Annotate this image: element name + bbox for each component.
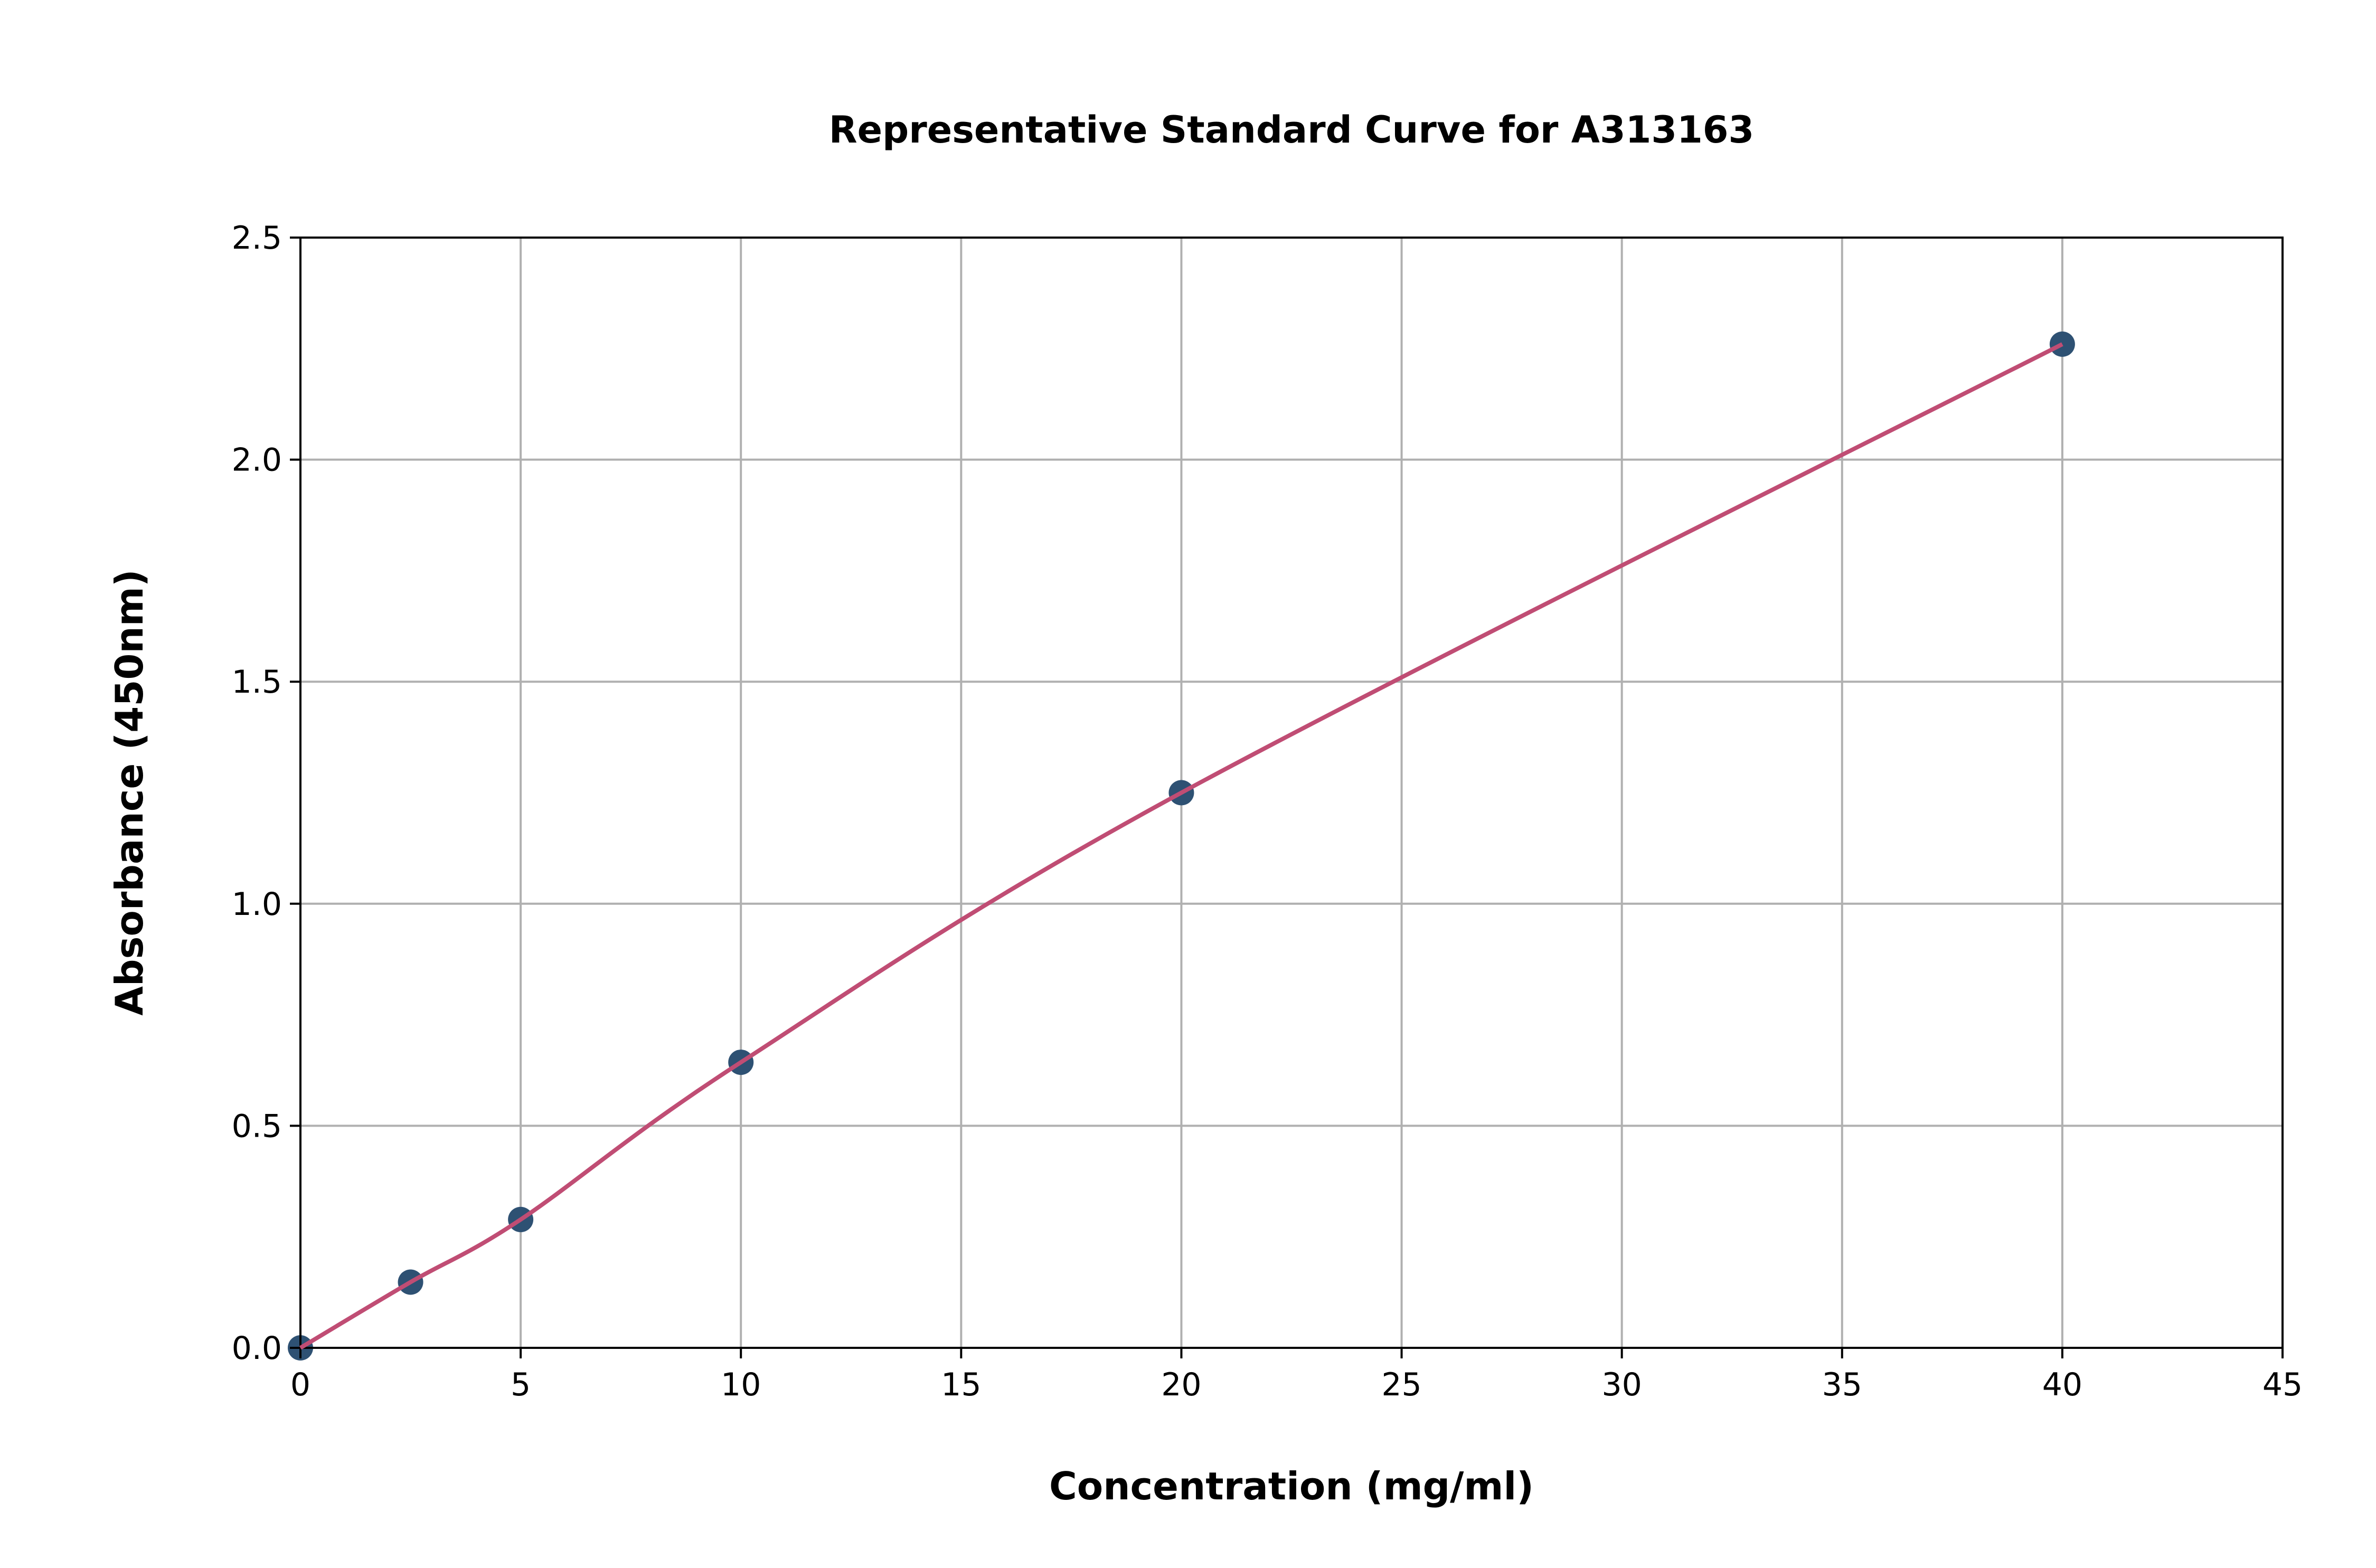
x-tick-label: 40 bbox=[2042, 1366, 2082, 1403]
y-axis-ticks: 0.0 0.5 1.0 1.5 2.0 2.5 bbox=[232, 220, 300, 1367]
fit-curve bbox=[299, 342, 2063, 1350]
x-tick-label: 25 bbox=[1381, 1366, 1421, 1403]
x-tick-label: 35 bbox=[1822, 1366, 1862, 1403]
x-tick-label: 20 bbox=[1161, 1366, 1201, 1403]
y-tick-label: 2.5 bbox=[232, 220, 282, 257]
fit-curve-group bbox=[299, 342, 2063, 1350]
x-tick-label: 10 bbox=[721, 1366, 761, 1403]
x-tick-label: 30 bbox=[1601, 1366, 1642, 1403]
x-tick-label: 15 bbox=[941, 1366, 981, 1403]
x-axis-label: Concentration (mg/ml) bbox=[1049, 1464, 1534, 1508]
plot-frame bbox=[299, 237, 2284, 1349]
y-tick-label: 1.5 bbox=[232, 664, 282, 701]
chart-title: Representative Standard Curve for A31316… bbox=[829, 108, 1754, 152]
y-tick-label: 0.5 bbox=[232, 1108, 282, 1145]
y-tick-label: 2.0 bbox=[232, 442, 282, 479]
grid-lines bbox=[299, 237, 2284, 1349]
x-tick-label: 45 bbox=[2262, 1366, 2303, 1403]
x-tick-label: 0 bbox=[290, 1366, 310, 1403]
y-tick-label: 1.0 bbox=[232, 886, 282, 923]
x-tick-label: 5 bbox=[511, 1366, 531, 1403]
y-tick-label: 0.0 bbox=[232, 1330, 282, 1367]
x-axis-ticks: 0 5 10 15 20 25 30 35 40 45 bbox=[290, 1348, 2303, 1403]
y-axis-label: Absorbance (450nm) bbox=[107, 569, 152, 1015]
